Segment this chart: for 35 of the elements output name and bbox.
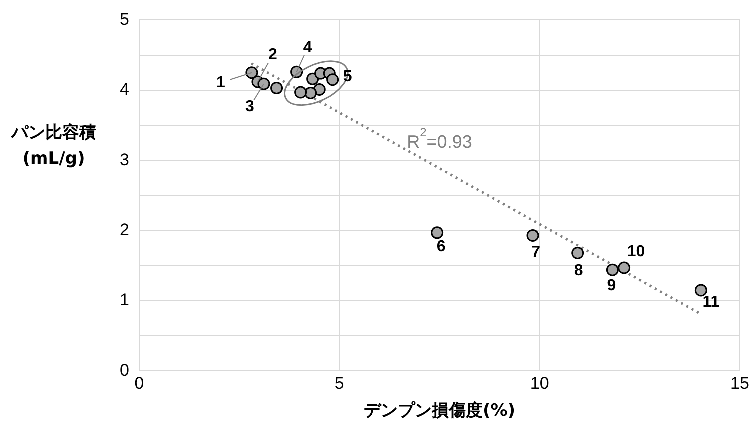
point — [294, 86, 308, 99]
annotation: 10 — [627, 243, 646, 260]
annotation: 8 — [574, 262, 584, 280]
x-tick-label: 15 — [730, 374, 750, 394]
point — [572, 247, 584, 260]
x-tick-label: 0 — [134, 374, 144, 394]
point — [246, 66, 258, 80]
point — [526, 229, 540, 242]
x-axis-title: デンプン損傷度(%) — [364, 401, 516, 422]
y-tick-label: 0 — [120, 360, 130, 380]
point — [694, 284, 708, 297]
annotation: 2 — [268, 46, 278, 64]
point — [606, 264, 619, 276]
annotation: 5 — [343, 68, 352, 86]
annotation: 7 — [532, 244, 541, 262]
point — [618, 262, 631, 274]
annotation: 3 — [246, 98, 255, 116]
y-axis-title: パン比容積(mL/g) — [10, 122, 98, 171]
point — [326, 74, 340, 86]
annotation: 9 — [607, 278, 616, 295]
y-tick-label: 3 — [120, 150, 130, 170]
annotation: 4 — [303, 40, 312, 57]
point — [270, 82, 284, 95]
y-tick-label: 2 — [120, 220, 130, 240]
annotation: 11 — [702, 294, 720, 311]
y-tick-label: 1 — [120, 290, 130, 310]
point — [431, 226, 444, 240]
x-tick-label: 5 — [334, 374, 344, 394]
annotation: 6 — [436, 238, 446, 256]
annotation: 1 — [216, 74, 226, 92]
y-tick-label: 5 — [120, 10, 130, 29]
y-tick-label: 4 — [120, 80, 130, 100]
point — [258, 78, 270, 90]
point — [304, 86, 318, 100]
x-tick-label: 10 — [530, 374, 550, 394]
